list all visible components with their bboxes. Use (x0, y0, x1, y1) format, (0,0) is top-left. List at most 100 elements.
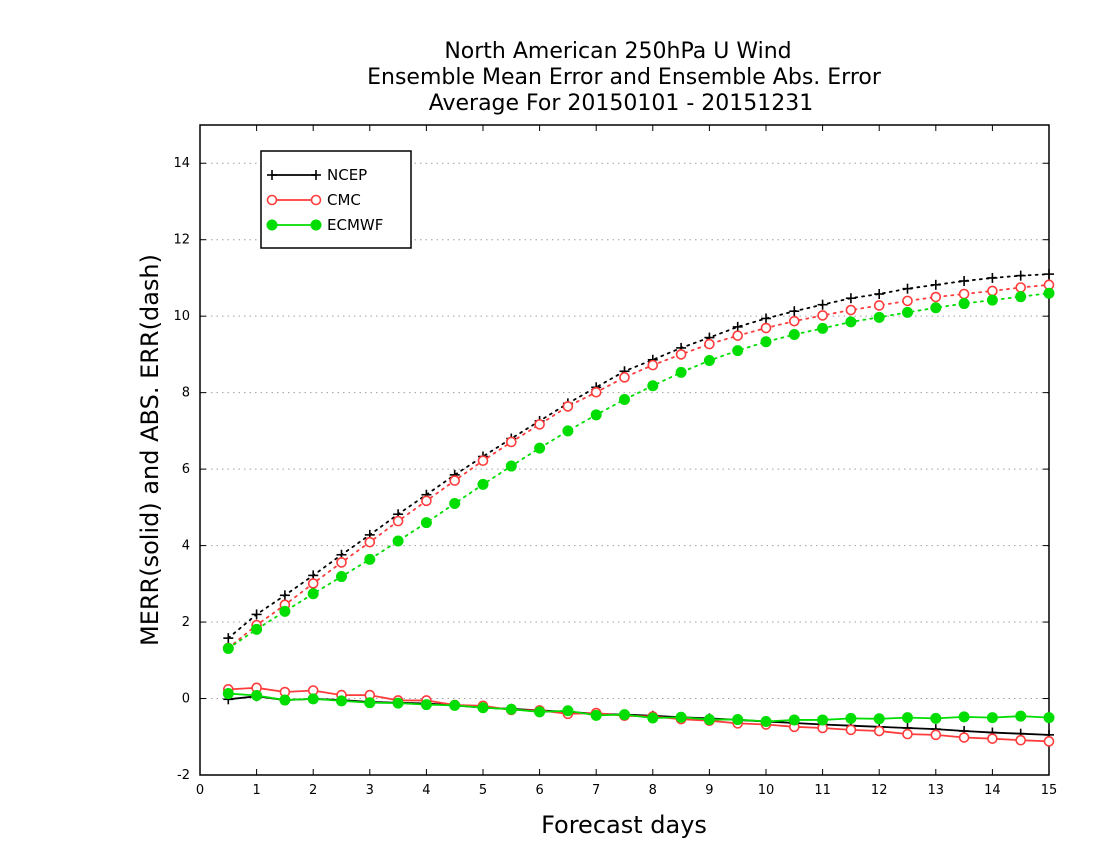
ecmwf-abs-err-point-3 (307, 588, 319, 600)
ecmwf-merr-point-25 (930, 712, 942, 724)
cmc-merr-point-22 (845, 724, 857, 736)
ecmwf-abs-err-point-20 (788, 329, 800, 341)
ncep-abs-err-point-22 (845, 293, 856, 304)
cmc-merr-point-27 (987, 733, 998, 744)
y-tick-label-1: 0 (182, 692, 190, 707)
ecmwf-merr-point-26 (958, 711, 970, 723)
cmc-abs-err-point-17 (704, 338, 715, 350)
legend-item-cmc: CMC (266, 191, 361, 209)
y-tick-label-3: 4 (182, 539, 190, 554)
ecmwf-merr-point-11 (534, 706, 546, 718)
x-tick-label-12: 12 (871, 783, 888, 798)
ecmwf-abs-err-point-26 (958, 298, 970, 310)
cmc-abs-err-point-6 (392, 515, 404, 527)
cmc-abs-err-point-4 (336, 557, 347, 568)
legend-marker-end-cmc (310, 194, 322, 206)
ecmwf-merr-point-16 (675, 711, 687, 723)
x-axis-title: Forecast days (541, 811, 707, 839)
ncep-abs-err-point-20 (789, 306, 800, 317)
cmc-abs-err-point-20 (788, 315, 800, 327)
ecmwf-merr-point-27 (986, 712, 998, 724)
legend-marker-start-cmc (266, 194, 278, 206)
cmc-abs-err-point-9 (477, 455, 489, 467)
y-tick-label-6: 10 (173, 309, 190, 324)
cmc-abs-err-point-3 (307, 578, 319, 589)
ecmwf-merr-point-10 (505, 703, 517, 715)
chart-title: North American 250hPa U Wind Ensemble Me… (367, 39, 882, 116)
legend-marker-end-ecmwf (310, 219, 322, 231)
series-layer (222, 269, 1055, 747)
cmc-abs-err-line (227, 283, 1050, 649)
x-tick-label-1: 1 (252, 783, 260, 798)
y-tick-label-0: -2 (177, 768, 190, 783)
cmc-abs-err-point-23 (873, 300, 885, 311)
cmc-abs-err-point-15 (647, 359, 659, 371)
ecmwf-merr-point-0 (222, 688, 234, 700)
x-tick-label-3: 3 (366, 783, 374, 798)
series-ncep (223, 269, 1054, 740)
cmc-abs-err-point-10 (505, 436, 517, 448)
ecmwf-merr-point-1 (251, 689, 263, 701)
x-tick-label-0: 0 (196, 783, 204, 798)
ecmwf-merr-point-22 (845, 712, 857, 724)
ecmwf-abs-err-point-8 (449, 498, 461, 510)
cmc-abs-err-point-28 (1015, 282, 1027, 293)
ncep-abs-err-line (227, 273, 1050, 640)
ecmwf-merr-point-12 (562, 705, 574, 717)
title-line-3: Average For 20150101 - 20151231 (429, 91, 814, 116)
y-axis-title: MERR(solid) and ABS. ERR(dash) (136, 254, 164, 646)
ecmwf-merr-point-15 (647, 712, 659, 724)
x-tick-label-9: 9 (705, 783, 713, 798)
y-axis-ticks: -2 0 2 4 6 8 10 12 14 (173, 156, 1049, 783)
ecmwf-merr-point-28 (1015, 710, 1027, 722)
title-line-1: North American 250hPa U Wind (444, 39, 791, 64)
cmc-abs-err-point-11 (534, 419, 545, 430)
x-tick-label-2: 2 (309, 783, 317, 798)
ecmwf-abs-err-point-24 (902, 306, 913, 318)
ecmwf-merr-point-24 (902, 712, 913, 724)
ecmwf-abs-err-point-21 (817, 322, 829, 334)
ecmwf-merr-point-23 (873, 713, 885, 725)
ecmwf-merr-point-9 (477, 702, 489, 714)
ecmwf-abs-err-point-6 (392, 535, 404, 547)
cmc-merr-point-23 (873, 725, 885, 737)
ecmwf-abs-err-point-19 (760, 336, 772, 348)
cmc-merr-point-26 (958, 732, 970, 743)
x-tick-label-7: 7 (592, 783, 600, 798)
cmc-abs-err-point-5 (364, 536, 376, 548)
cmc-abs-err-point-24 (902, 295, 913, 307)
ncep-abs-err-point-0 (223, 633, 234, 644)
ecmwf-merr-point-17 (703, 714, 715, 726)
ecmwf-merr-point-29 (1043, 712, 1055, 724)
ecmwf-abs-err-point-10 (505, 460, 517, 472)
ecmwf-merr-point-6 (392, 697, 404, 709)
ncep-abs-err-point-1 (251, 609, 262, 620)
cmc-abs-err-point-26 (958, 288, 970, 300)
cmc-abs-err-point-18 (732, 330, 744, 341)
cmc-abs-err-point-14 (619, 372, 630, 383)
ecmwf-abs-err-point-13 (590, 409, 602, 421)
y-tick-label-5: 8 (182, 386, 190, 401)
ecmwf-merr-point-3 (307, 693, 319, 705)
ecmwf-abs-err-point-22 (845, 316, 857, 328)
cmc-abs-err-point-13 (590, 386, 602, 398)
ecmwf-merr-line (228, 692, 1050, 723)
cmc-merr-point-29 (1043, 736, 1055, 747)
ncep-abs-err-point-29 (1044, 269, 1054, 280)
cmc-abs-err-point-19 (760, 322, 772, 334)
cmc-abs-err-point-12 (562, 401, 574, 412)
ecmwf-merr-point-14 (619, 709, 630, 721)
x-tick-label-5: 5 (479, 783, 487, 798)
x-tick-label-6: 6 (535, 783, 543, 798)
legend-item-ecmwf: ECMWF (266, 216, 383, 234)
cmc-abs-err-point-27 (987, 285, 998, 297)
ecmwf-abs-err-line (227, 292, 1050, 650)
ecmwf-merr-point-19 (760, 715, 772, 727)
legend-label-cmc: CMC (327, 191, 361, 209)
y-tick-label-7: 12 (173, 233, 190, 248)
ecmwf-merr-point-21 (817, 714, 829, 726)
ecmwf-merr-point-7 (420, 699, 432, 711)
ncep-abs-err-point-18 (732, 321, 743, 332)
ecmwf-abs-err-point-11 (534, 442, 546, 454)
